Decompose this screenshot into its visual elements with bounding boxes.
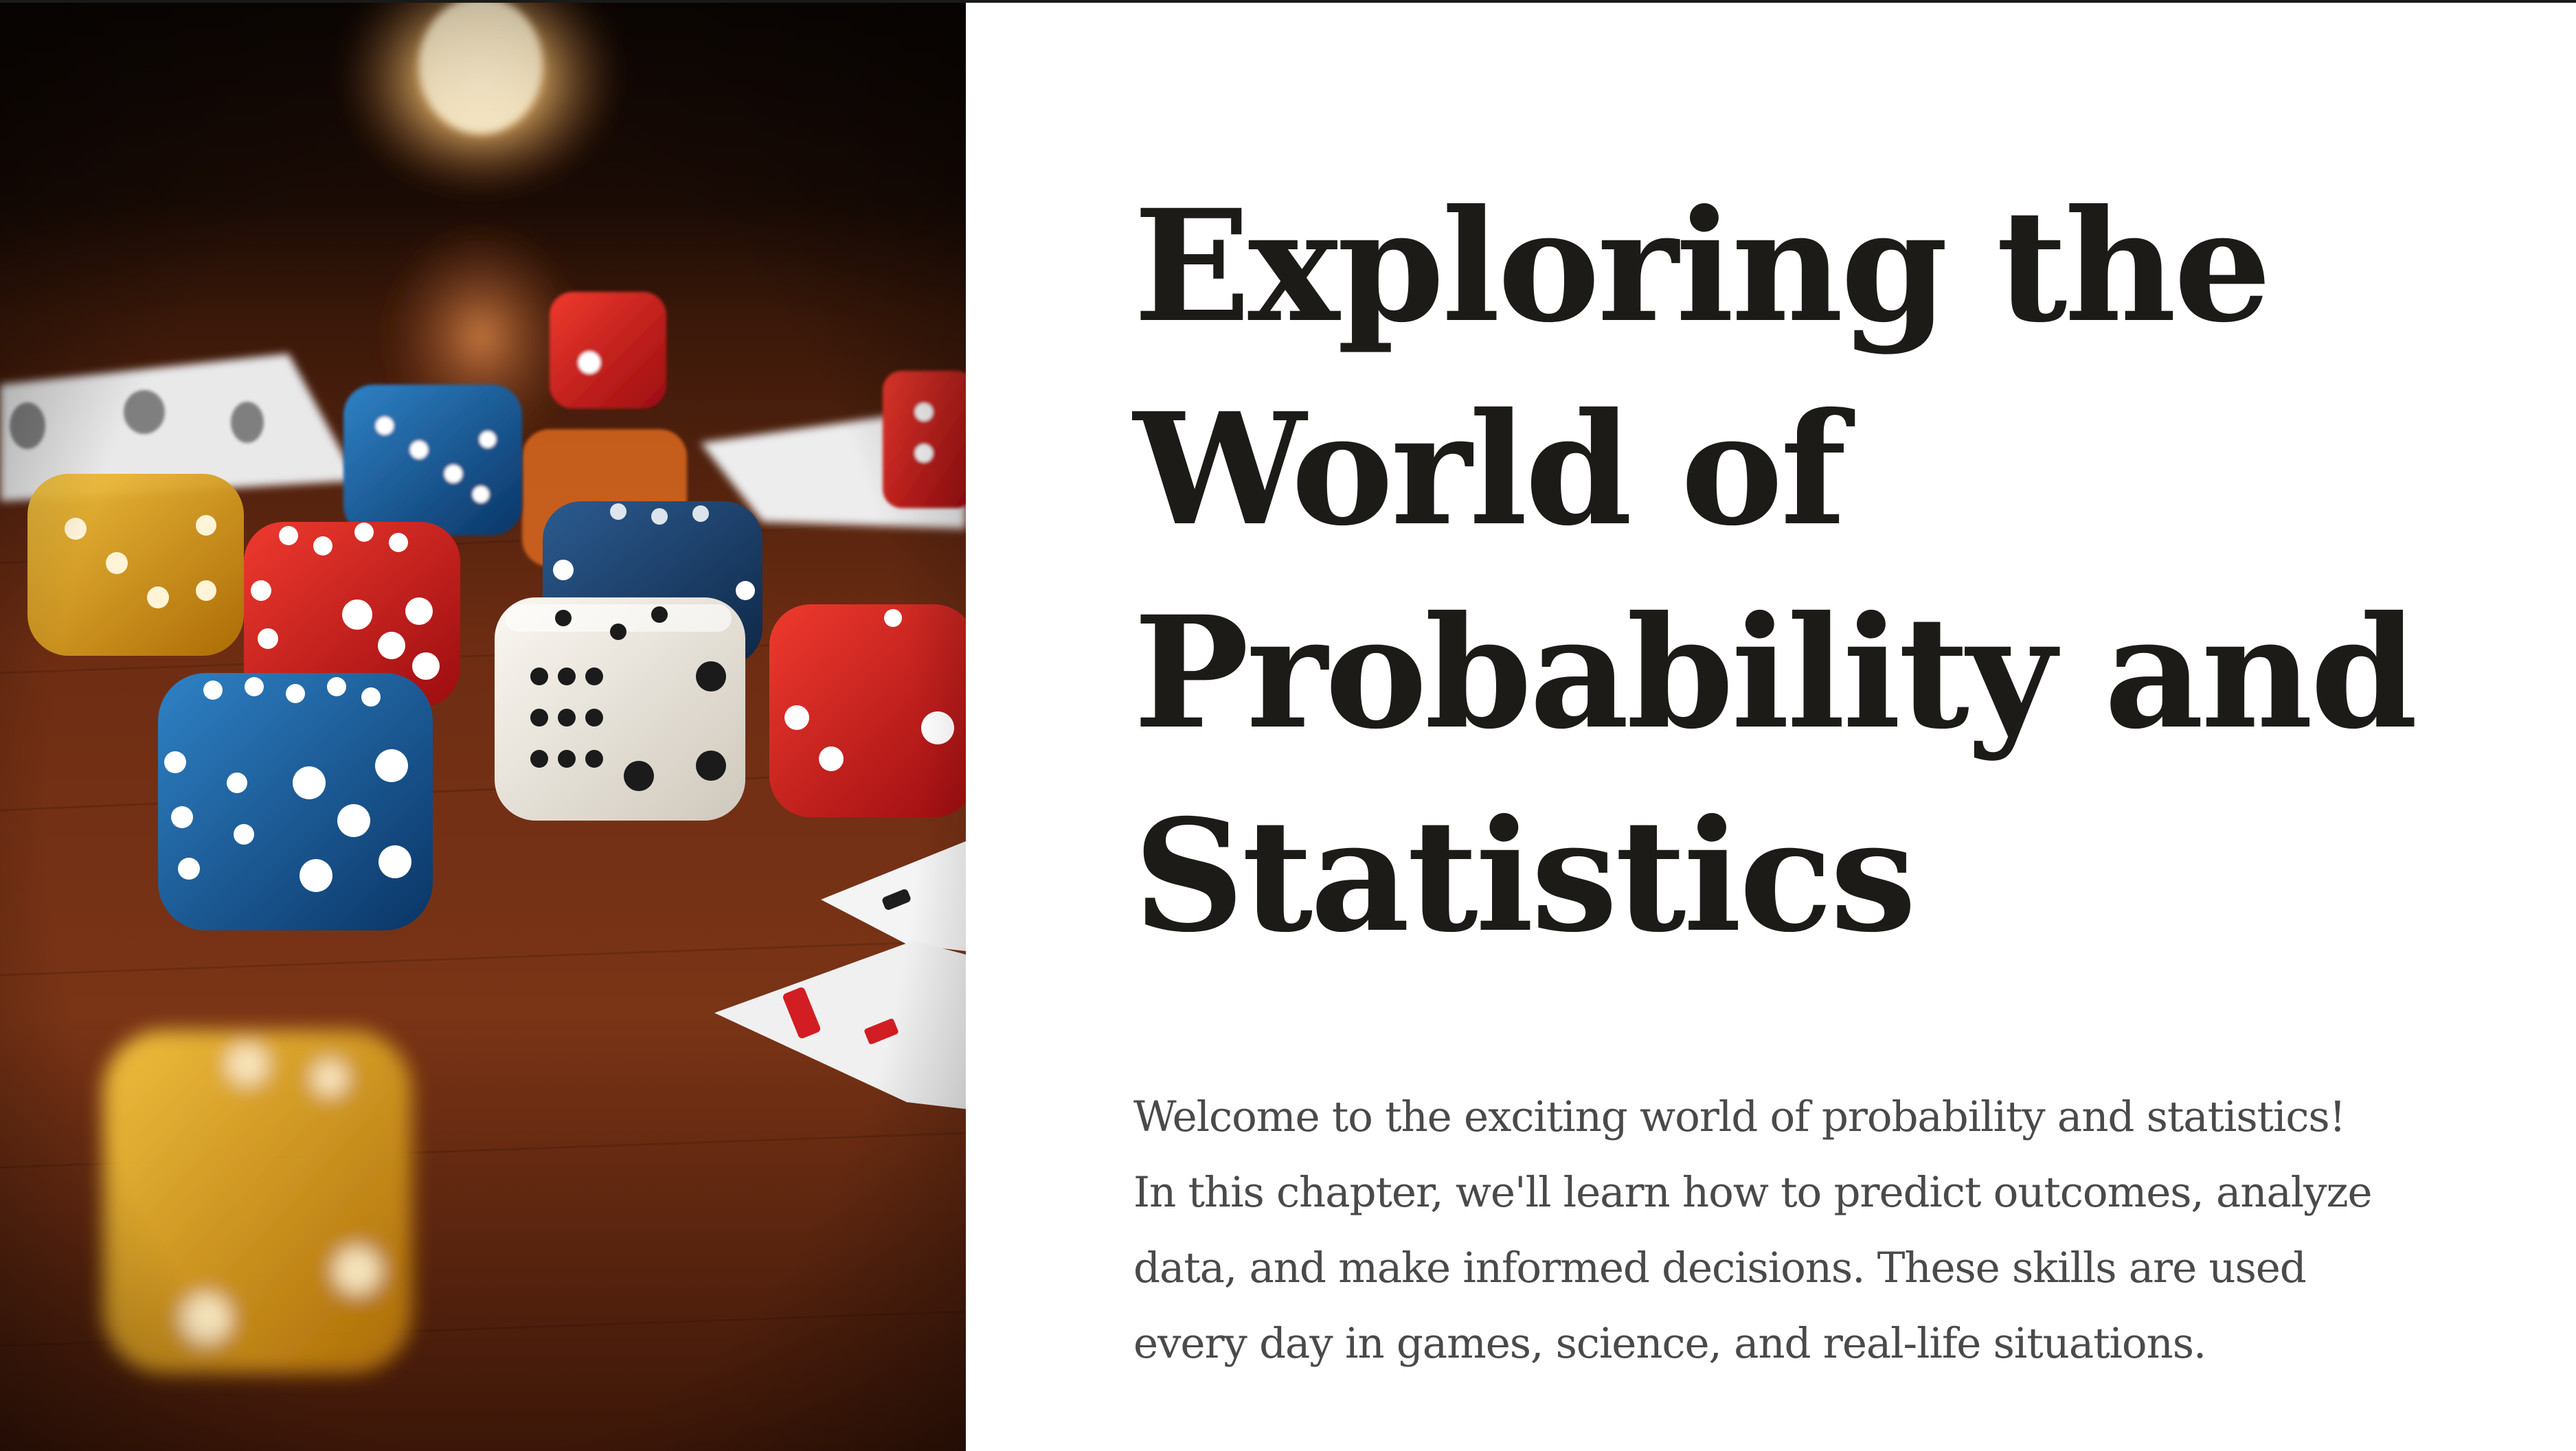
intro-line: In this chapter, we'll learn how to pred…	[1133, 1168, 2373, 1217]
slide-content: Exploring the World of Probability and S…	[1133, 165, 2439, 1382]
top-border	[0, 0, 2576, 3]
intro-paragraph: Welcome to the exciting world of probabi…	[1133, 1079, 2439, 1382]
intro-line: Welcome to the exciting world of probabi…	[1133, 1093, 2346, 1141]
dice-photo	[0, 0, 966, 1451]
title-line: World of	[1133, 379, 1846, 560]
intro-line: every day in games, science, and real-li…	[1133, 1319, 2206, 1368]
dice-photo-illustration	[0, 0, 966, 1451]
slide-title: Exploring the World of Probability and S…	[1133, 165, 2439, 978]
title-line: Statistics	[1133, 786, 1917, 966]
title-line: Probability and	[1133, 582, 2418, 763]
intro-line: data, and make informed decisions. These…	[1133, 1244, 2307, 1292]
title-line: Exploring the	[1133, 176, 2272, 356]
